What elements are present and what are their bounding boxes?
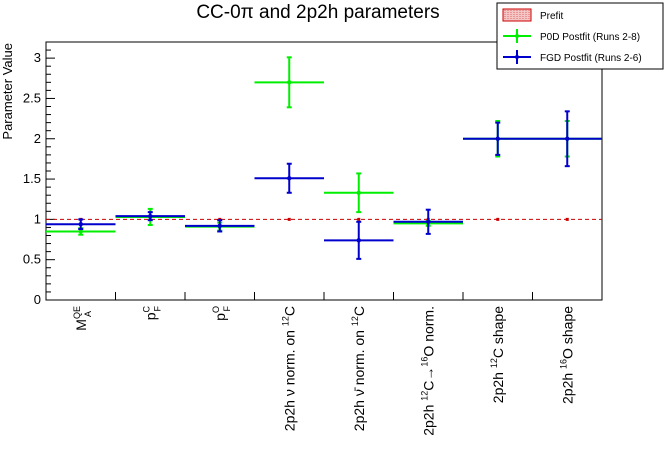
y-tick-label: 1.5 [23, 171, 41, 186]
y-axis-label: Parameter Value [0, 43, 15, 140]
x-tick-label: pOF [211, 306, 232, 321]
chart-title: CC-0π and 2p2h parameters [196, 2, 439, 23]
x-tick-label-part: 12 [489, 358, 499, 368]
x-tick-label-part: C [281, 306, 297, 316]
y-tick-label: 2 [34, 131, 41, 146]
data-point [565, 136, 570, 141]
x-tick-label-part: 2p2h [490, 368, 506, 403]
x-tick-label-part: 2p2h [559, 369, 575, 404]
series-1 [46, 56, 602, 236]
y-tick-label: 1 [34, 211, 41, 226]
x-tick-label-part: O norm. [420, 306, 436, 357]
x-tick-label-part: 12 [350, 316, 360, 326]
x-tick-label: 2p2h 16O shape [558, 306, 575, 404]
x-tick-label-part: 2p2h ν norm. on [281, 326, 297, 431]
x-tick-label-part: 2p2h [420, 401, 436, 436]
x-tick-label-part: 2p2h ν̄ norm. on [351, 326, 367, 431]
data-point [217, 223, 222, 229]
data-point [287, 80, 292, 85]
x-tick-label: 2p2h ν norm. on 12C [280, 306, 297, 431]
x-tick-label: MQEA [72, 306, 93, 331]
data-point [148, 213, 153, 219]
legend: Prefit P0D Postfit (Runs 2-8) FGD Postfit … [496, 2, 664, 70]
data-point [495, 136, 500, 141]
y-tick-label: 0.5 [23, 252, 41, 267]
data-point [426, 219, 431, 224]
y-tick-label: 2.5 [23, 90, 41, 105]
x-tick-label-part: F [152, 306, 162, 312]
data-point [78, 229, 83, 234]
x-tick-label-part: C shape [490, 306, 506, 358]
x-tick-label-part: QE [72, 306, 82, 319]
x-tick-label-part: 16 [558, 359, 568, 369]
legend-label: FGD Postfit (Runs 2-6) [540, 53, 642, 64]
data-point [356, 238, 361, 243]
legend-label: Prefit [540, 11, 564, 22]
x-tick-label-part: p [212, 313, 228, 321]
x-tick-label: 2p2h 12C→16O norm. [419, 306, 436, 436]
x-tick-label-part: O shape [559, 306, 575, 359]
plot-frame [45, 41, 603, 301]
x-tick-label-part: C [351, 306, 367, 316]
x-tick-label: 2p2h ν̄ norm. on 12C [350, 306, 367, 431]
x-tick-label-part: p [142, 312, 158, 320]
prefit-point [496, 217, 500, 221]
x-tick-label-part: M [73, 319, 89, 331]
x-tick-label-part: F [222, 306, 232, 312]
data-point [287, 176, 292, 181]
x-tick-label: pCF [141, 306, 162, 321]
prefit-point [287, 217, 291, 221]
prefit-point [357, 217, 361, 221]
prefit-point [565, 217, 569, 221]
y-tick-label: 3 [34, 50, 41, 65]
x-tick-label-part: C [141, 306, 151, 313]
legend-label: P0D Postfit (Runs 2-8) [540, 32, 640, 43]
x-tick-label-part: C→ [420, 367, 436, 391]
x-tick-label: 2p2h 12C shape [489, 306, 506, 403]
y-axis: 0 0.5 1 1.5 2 2.5 3 [23, 41, 55, 307]
legend-swatch-point [515, 34, 519, 38]
y-tick-label: 0 [34, 292, 41, 307]
series-layer [46, 56, 602, 260]
data-point [78, 222, 83, 227]
x-tick-label-part: A [83, 311, 93, 317]
legend-swatch-point [515, 55, 519, 59]
x-tick-label-part: O [211, 306, 221, 313]
x-tick-label-part: 12 [280, 316, 290, 326]
x-tick-label-part: 16 [419, 357, 429, 367]
data-point [356, 190, 361, 195]
x-tick-label-part: 12 [419, 391, 429, 401]
series-2 [46, 110, 602, 260]
